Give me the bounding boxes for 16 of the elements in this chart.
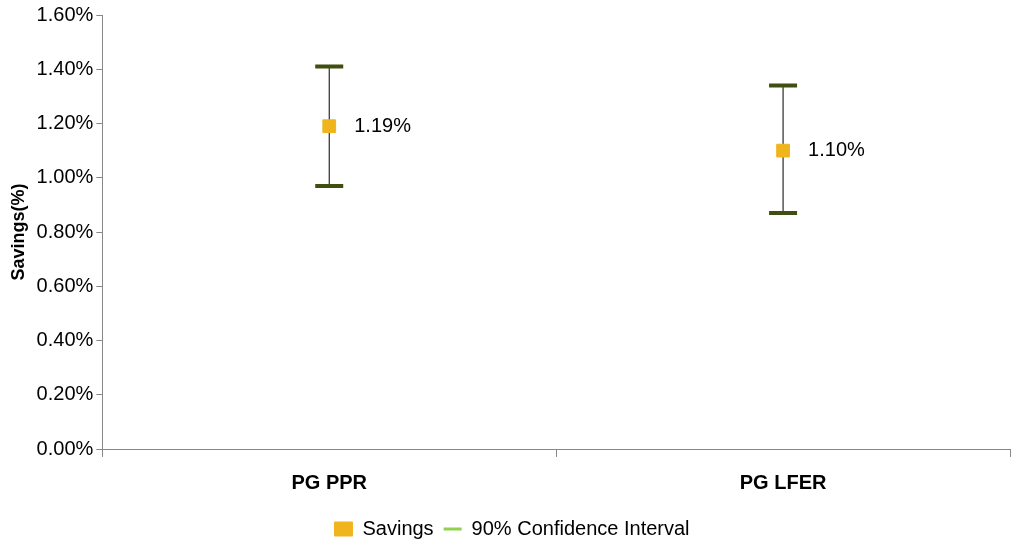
y-tick-label: 0.20%	[36, 382, 94, 405]
y-tick-label: 0.40%	[36, 328, 94, 351]
y-tick-label: 0.80%	[36, 219, 94, 242]
x-tick-label: PG LFER	[739, 470, 827, 493]
y-tick-label: 1.20%	[36, 111, 94, 134]
data-label: 1.10%	[808, 138, 865, 161]
x-tick-label: PG PPR	[291, 470, 368, 493]
y-tick-label: 1.60%	[36, 2, 94, 25]
y-tick-label: 0.00%	[36, 436, 94, 459]
y-tick-label: 0.60%	[36, 273, 94, 296]
y-tick-label: 1.00%	[36, 165, 94, 188]
legend-label: Savings	[362, 516, 434, 539]
data-label: 1.19%	[354, 113, 412, 136]
y-tick-label: 1.40%	[36, 56, 94, 79]
y-axis-title: Savings(%)	[7, 183, 28, 281]
legend-label: 90% Confidence Interval	[471, 516, 690, 539]
